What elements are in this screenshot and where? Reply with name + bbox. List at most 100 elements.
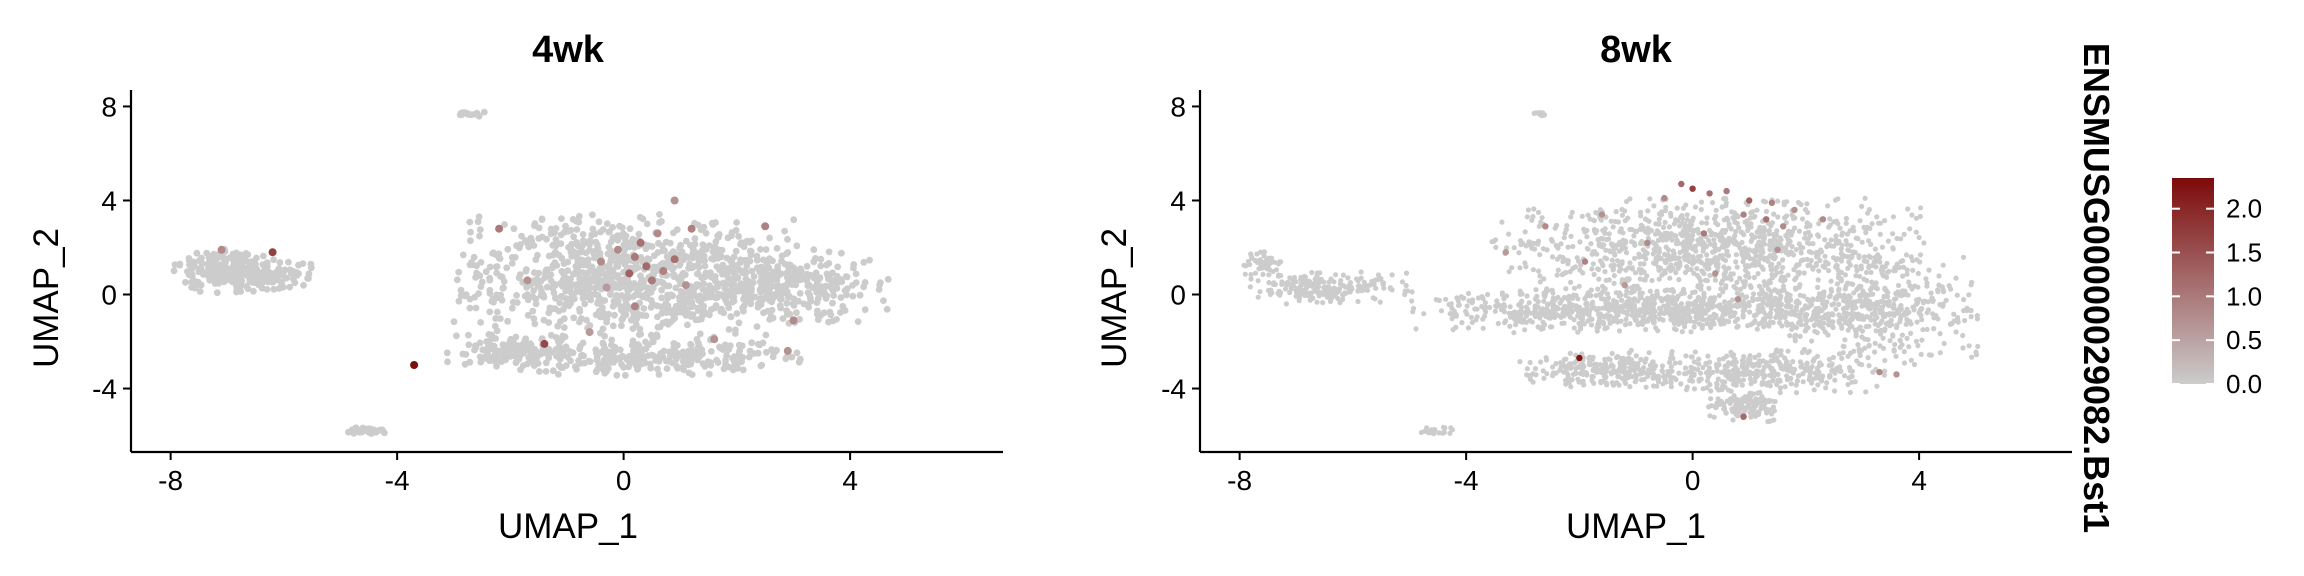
- cell-point: [1631, 296, 1638, 302]
- cell-point: [213, 289, 221, 297]
- cell-point: [1785, 251, 1792, 258]
- cell-point: [1647, 288, 1653, 294]
- cell-point: [1755, 368, 1761, 374]
- cell-point: [1841, 373, 1848, 379]
- cell-point: [804, 282, 812, 290]
- cell-point: [533, 278, 541, 286]
- cell-point: [1861, 224, 1867, 230]
- cell-point: [884, 275, 892, 283]
- cell-point: [1703, 220, 1710, 226]
- cell-point: [779, 315, 787, 322]
- cell-point: [1474, 314, 1480, 320]
- cell-point: [1892, 341, 1898, 348]
- cell-point: [1537, 252, 1543, 258]
- cell-point: [1749, 362, 1755, 368]
- cell-point: [225, 267, 232, 274]
- cell-point: [1973, 352, 1980, 358]
- cell-point: [549, 367, 557, 375]
- cell-point: [1563, 304, 1569, 310]
- cell-point: [215, 272, 223, 280]
- cell-point: [1588, 241, 1594, 247]
- cell-point: [1727, 314, 1733, 320]
- cell-point: [549, 305, 557, 312]
- cell-point: [1866, 298, 1872, 304]
- cell-point: [695, 343, 703, 351]
- cell-point: [676, 306, 683, 313]
- cell-point: [1760, 296, 1766, 302]
- cell-point: [1740, 314, 1746, 320]
- cell-point: [1708, 295, 1714, 301]
- cell-point: [1855, 342, 1861, 348]
- cell-point: [1684, 217, 1691, 223]
- cell-point: [1559, 361, 1565, 367]
- cell-point: [1891, 303, 1897, 309]
- cell-point: [1828, 278, 1834, 284]
- cell-point: [1900, 273, 1906, 279]
- cell-point: [1458, 294, 1464, 300]
- cell-point: [560, 324, 568, 331]
- cell-point: [1775, 198, 1781, 204]
- cell-point: [1874, 314, 1880, 320]
- cell-point: [1719, 204, 1725, 210]
- cell-point: [458, 111, 466, 118]
- cell-point: [570, 233, 577, 241]
- cell-point: [1611, 368, 1617, 374]
- cell-point: [1733, 259, 1739, 265]
- cell-point: [1443, 296, 1449, 302]
- cell-point: [1901, 231, 1907, 237]
- cell-point: [1728, 374, 1734, 380]
- cell-point: [1732, 379, 1738, 385]
- cell-point: [1735, 323, 1741, 329]
- cell-point: [1703, 263, 1709, 269]
- expressing-cell-point: [585, 328, 594, 337]
- cell-point: [1847, 389, 1853, 396]
- cell-point: [1468, 314, 1474, 320]
- cell-point: [1890, 214, 1896, 220]
- cell-point: [1891, 347, 1897, 353]
- cell-point: [1636, 286, 1642, 292]
- cell-point: [1557, 367, 1563, 373]
- cell-point: [735, 319, 743, 327]
- cell-point: [1890, 333, 1896, 339]
- cell-point: [688, 371, 696, 378]
- cell-point: [1837, 225, 1843, 231]
- cell-point: [599, 226, 607, 233]
- cell-point: [234, 280, 242, 287]
- cell-point: [662, 238, 670, 246]
- cell-point: [1785, 272, 1791, 278]
- cell-point: [1684, 212, 1690, 218]
- cell-point: [1756, 240, 1762, 246]
- cell-point: [1662, 259, 1668, 265]
- cell-point: [1917, 252, 1924, 258]
- cell-point: [1760, 371, 1766, 377]
- cell-point: [582, 249, 590, 257]
- cell-point: [1752, 213, 1758, 219]
- cell-point: [1739, 239, 1745, 246]
- cell-point: [1810, 314, 1816, 320]
- cell-point: [1438, 308, 1445, 314]
- cell-point: [1524, 293, 1530, 299]
- cell-point: [182, 278, 189, 286]
- cell-point: [852, 270, 860, 278]
- expressing-cell-point: [783, 346, 792, 355]
- cell-point: [1570, 243, 1576, 250]
- cell-point: [1922, 298, 1928, 304]
- cell-point: [722, 360, 729, 368]
- cell-point: [728, 281, 735, 289]
- cell-point: [700, 302, 708, 310]
- cell-point: [586, 322, 594, 329]
- cell-point: [1785, 348, 1791, 354]
- cell-point: [595, 218, 603, 226]
- cell-point: [769, 283, 776, 290]
- cell-point: [694, 307, 702, 314]
- cell-point: [1862, 195, 1868, 201]
- cell-point: [708, 219, 716, 227]
- cell-point: [1689, 354, 1695, 360]
- cell-point: [753, 256, 761, 264]
- cell-point: [1723, 304, 1729, 310]
- cell-point: [813, 278, 821, 286]
- cell-point: [492, 349, 499, 356]
- cell-point: [1704, 278, 1710, 284]
- cell-point: [1802, 328, 1808, 334]
